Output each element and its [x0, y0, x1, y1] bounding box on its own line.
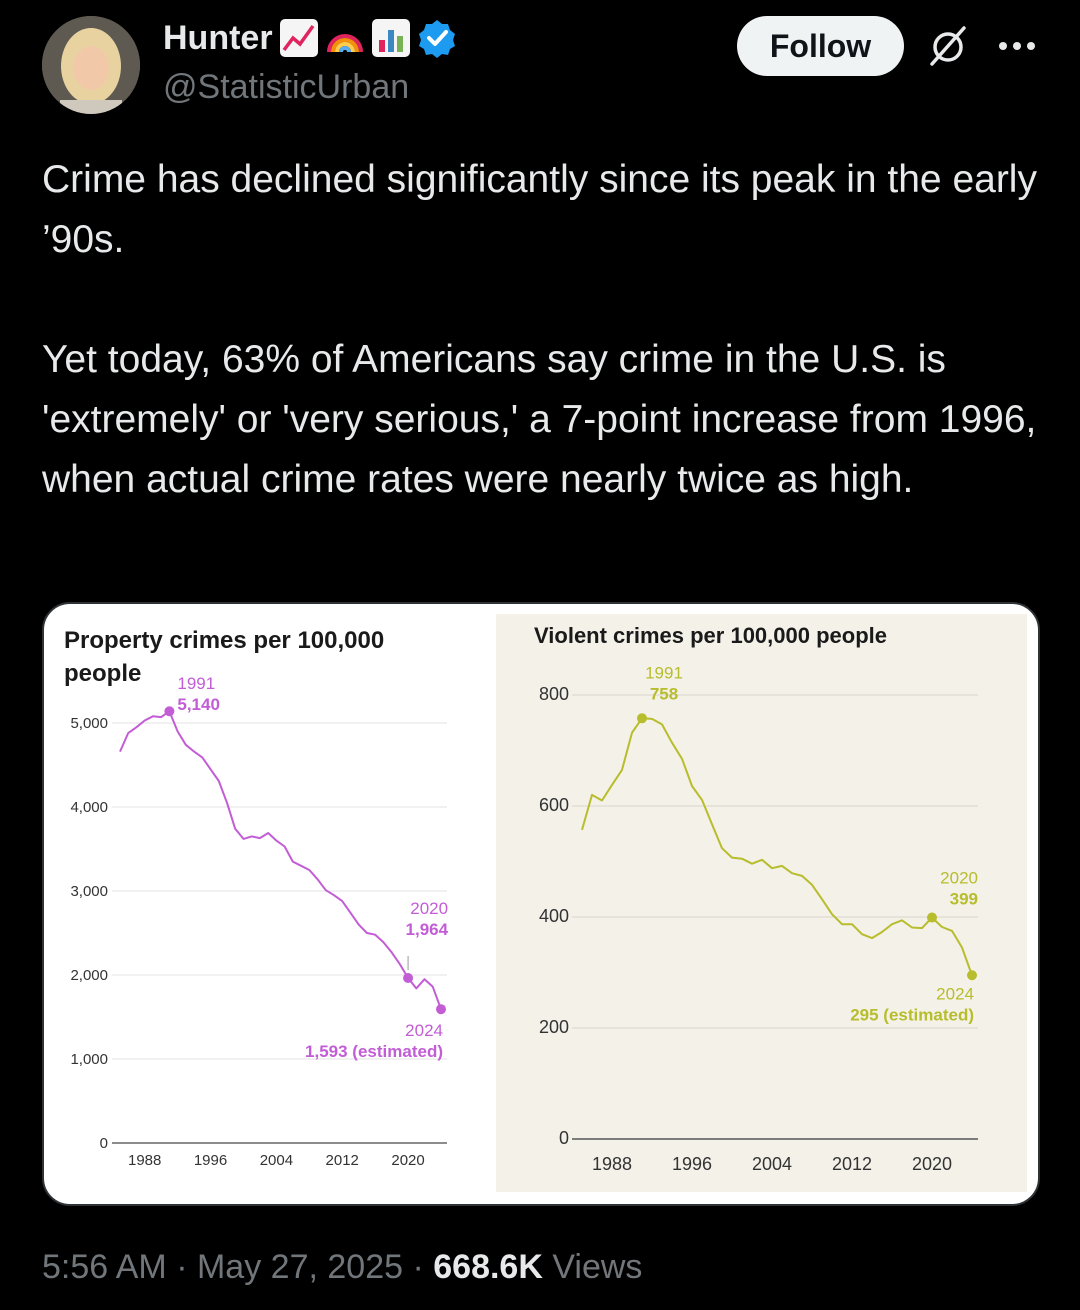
x-tick-label: 1996: [194, 1152, 227, 1169]
x-tick-label: 2004: [260, 1152, 293, 1169]
tweet-paragraph: Crime has declined significantly since i…: [42, 158, 1037, 261]
y-tick-label: 1,000: [70, 1051, 108, 1068]
annotation-value-label: 5,140: [177, 695, 220, 714]
more-icon[interactable]: [997, 38, 1037, 54]
annotation-value-label: 295 (estimated): [850, 1005, 974, 1024]
violent-crimes-chart: 0 200 400 600 800 1988 1996 2004 2012 2020 1991 758…: [539, 663, 978, 1174]
follow-button[interactable]: Follow: [737, 16, 904, 76]
author-handle[interactable]: @StatisticUrban: [163, 68, 410, 106]
x-tick-label: 2012: [326, 1152, 359, 1169]
annotation-year-label: 2024: [936, 984, 974, 1003]
y-tick-label: 4,000: [70, 799, 108, 816]
bar-chart-emoji: [371, 19, 410, 57]
annotation-value-label: 399: [950, 890, 978, 909]
violent-chart-panel: [496, 614, 1027, 1192]
data-point: [403, 973, 414, 984]
x-tick-label: 2012: [832, 1154, 872, 1174]
x-tick-label: 1988: [592, 1154, 632, 1174]
grok-icon[interactable]: [926, 24, 970, 68]
annotation-year-label: 2024: [405, 1021, 443, 1040]
y-tick-label: 200: [539, 1017, 569, 1037]
y-tick-label: 3,000: [70, 883, 108, 900]
annotation-year-label: 2020: [940, 869, 978, 888]
data-point: [927, 912, 937, 923]
property-chart-title: Property crimes per 100,000 people: [64, 627, 385, 687]
y-tick-label: 800: [539, 684, 569, 704]
x-tick-label: 2020: [391, 1152, 424, 1169]
y-tick-label: 2,000: [70, 967, 108, 984]
data-point: [164, 706, 175, 717]
data-point: [436, 1004, 446, 1015]
tweet-paragraph: Yet today, 63% of Americans say crime in…: [42, 338, 1037, 501]
annotation-year-label: 2020: [410, 899, 448, 918]
annotation-year-label: 1991: [177, 674, 215, 693]
series-line: [581, 717, 973, 976]
charts-svg: 0 1,000 2,000 3,000 4,000 5,000 1988 1996 2004 20…: [70, 663, 978, 1174]
views-count: 668.6K: [433, 1248, 543, 1286]
y-tick-label: 0: [559, 1128, 569, 1148]
chart-increasing-emoji: [279, 19, 318, 57]
y-tick-label: 600: [539, 795, 569, 815]
meta-separator: ·: [412, 1248, 424, 1286]
tweet-date[interactable]: May 27, 2025: [196, 1248, 404, 1286]
x-tick-label: 2020: [912, 1154, 952, 1174]
violent-chart-title: Violent crimes per 100,000 people: [534, 623, 887, 648]
y-tick-label: 400: [539, 906, 569, 926]
rainbow-emoji: [326, 34, 363, 53]
x-tick-label: 1988: [128, 1152, 161, 1169]
data-point: [967, 970, 977, 981]
author-name-row[interactable]: Hunter: [163, 18, 457, 58]
avatar-photo: [42, 16, 140, 114]
series-line: [119, 710, 442, 1010]
tweet-meta: 5:56 AM · May 27, 2025 · 668.6K Views: [42, 1248, 642, 1287]
annotation-year-label: 1991: [645, 663, 683, 682]
x-tick-label: 2004: [752, 1154, 792, 1174]
views-label: Views: [552, 1248, 643, 1286]
verified-badge-icon: [418, 20, 455, 58]
avatar[interactable]: [42, 16, 140, 114]
data-point: [637, 713, 647, 724]
y-tick-label: 5,000: [70, 715, 108, 732]
annotation-value-label: 1,964: [406, 920, 449, 939]
annotation-value-label: 758: [650, 684, 678, 703]
y-tick-label: 0: [100, 1135, 108, 1152]
property-crimes-chart: 0 1,000 2,000 3,000 4,000 5,000 1988 1996 2004 20…: [70, 674, 448, 1169]
meta-separator: ·: [176, 1248, 188, 1286]
tweet-media-image[interactable]: 0 1,000 2,000 3,000 4,000 5,000 1988 1996 2004 20…: [42, 602, 1040, 1206]
x-tick-label: 1996: [672, 1154, 712, 1174]
author-display-name[interactable]: Hunter: [163, 18, 273, 57]
annotation-value-label: 1,593 (estimated): [305, 1042, 443, 1061]
tweet-text: Crime has declined significantly since i…: [42, 150, 1052, 510]
tweet-time[interactable]: 5:56 AM: [42, 1248, 167, 1286]
